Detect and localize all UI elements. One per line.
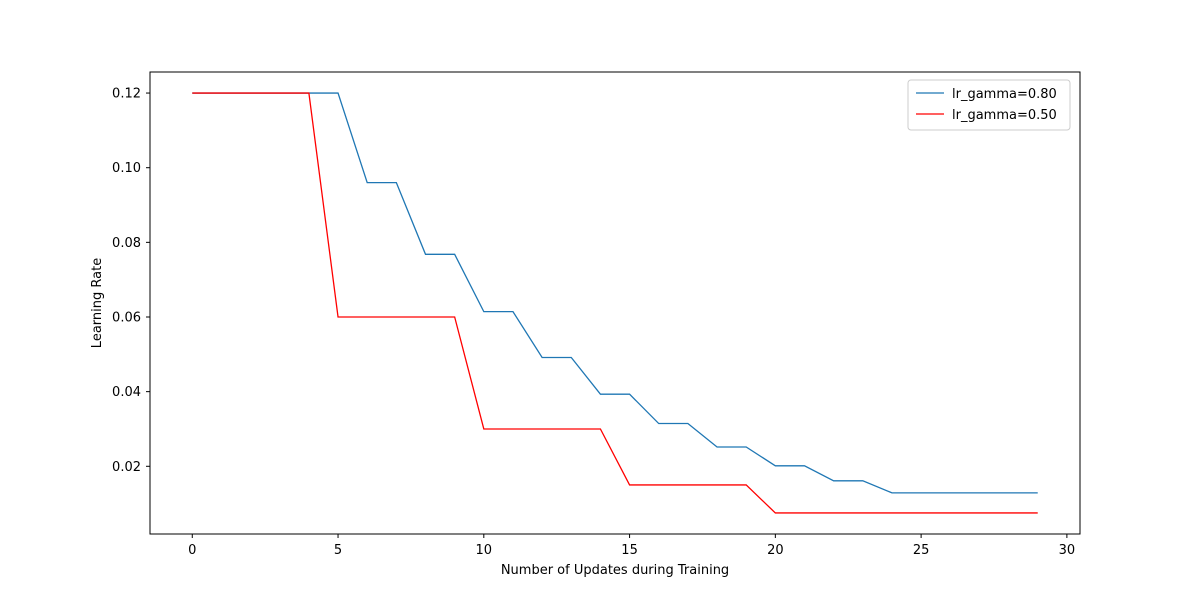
- series-line-1: [192, 92, 1038, 494]
- y-axis-label: Learning Rate: [90, 258, 105, 348]
- series-line-2: [192, 92, 1038, 514]
- x-tick-label: 30: [1059, 543, 1076, 558]
- legend-label-2: lr_gamma=0.50: [952, 108, 1057, 123]
- y-tick-label: 0.06: [112, 310, 141, 325]
- y-tick-label: 0.10: [112, 161, 141, 176]
- legend-box: [907, 79, 1071, 131]
- y-tick-label: 0.08: [112, 236, 141, 251]
- y-tick-label: 0.02: [112, 460, 141, 475]
- legend: lr_gamma=0.80 lr_gamma=0.50: [907, 79, 1071, 131]
- x-axis-label: Number of Updates during Training: [501, 563, 729, 578]
- legend-label-1: lr_gamma=0.80: [952, 87, 1057, 102]
- axes-frame: [149, 71, 1081, 535]
- x-tick-label: 15: [621, 543, 638, 558]
- x-tick-label: 10: [476, 543, 493, 558]
- y-axis-ticks: 0.02 0.04 0.06 0.08 0.10 0.12: [112, 87, 150, 475]
- x-tick-label: 0: [188, 543, 196, 558]
- x-axis-ticks: 0 5 10 15 20 25 30: [188, 534, 1075, 558]
- x-tick-label: 5: [334, 543, 342, 558]
- x-tick-label: 20: [767, 543, 784, 558]
- x-tick-label: 25: [913, 543, 930, 558]
- y-tick-label: 0.12: [112, 87, 141, 102]
- series-group: [192, 92, 1038, 514]
- y-tick-label: 0.04: [112, 385, 141, 400]
